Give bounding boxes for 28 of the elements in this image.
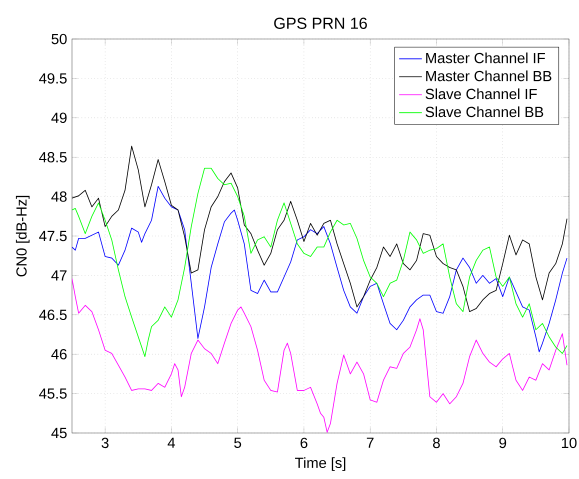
x-axis-title: Time [s] — [295, 457, 346, 471]
x-tick-label: 4 — [168, 438, 176, 448]
y-axis-title: CN0 [dB-Hz] — [16, 196, 30, 276]
y-tick-label: 45 — [51, 428, 67, 438]
y-tick-label: 46 — [51, 349, 67, 360]
y-tick-label: 49.5 — [39, 73, 67, 84]
x-tick-label: 7 — [366, 438, 374, 448]
y-tick-label: 49 — [51, 112, 67, 123]
x-tick-label: 9 — [499, 438, 506, 448]
x-tick-label: 3 — [102, 438, 109, 448]
chart-title: GPS PRN 16 — [274, 18, 367, 29]
y-tick-label: 48.5 — [39, 152, 67, 162]
legend-label: Master Channel IF — [426, 52, 545, 64]
x-tick-label: 10 — [562, 438, 577, 448]
y-tick-label: 46.5 — [39, 310, 67, 320]
y-tick-label: 45.5 — [39, 388, 67, 399]
legend-label: Slave Channel BB — [426, 106, 544, 118]
legend-label: Master Channel BB — [426, 70, 552, 82]
x-tick-label: 8 — [433, 438, 440, 448]
x-tick-label: 6 — [300, 438, 308, 448]
legend-label: Slave Channel IF — [426, 88, 537, 100]
line-series — [72, 278, 568, 433]
y-tick-label: 48 — [51, 191, 67, 202]
y-tick-label: 47.5 — [39, 230, 67, 242]
line-series — [72, 146, 568, 312]
y-tick-label: 50 — [52, 34, 67, 44]
x-tick-label: 5 — [234, 438, 242, 448]
y-tick-label: 47 — [51, 270, 67, 280]
